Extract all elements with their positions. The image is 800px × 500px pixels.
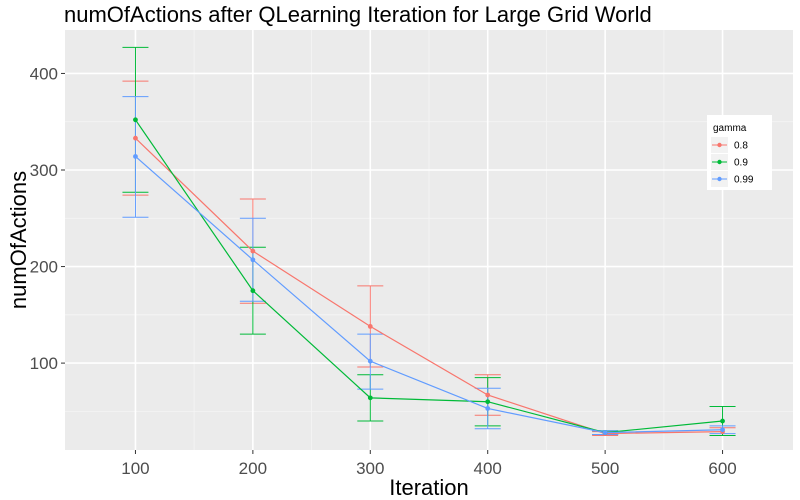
x-axis-title: Iteration [389,475,469,500]
series-lines [134,119,723,435]
data-point [485,406,491,411]
legend-label: 0.8 [734,141,748,152]
chart-title: numOfActions after QLearning Iteration f… [64,2,652,27]
legend-key-point [717,176,722,182]
data-point [250,257,256,263]
y-tick-label: 100 [30,354,58,373]
data-point [720,418,725,424]
legend-key-point [717,142,722,148]
x-tick-label: 400 [474,459,502,478]
series-points [133,117,725,436]
series-line [135,137,723,435]
legend-items: 0.8 0.9 0.99 [711,137,754,187]
x-tick-label: 200 [239,459,267,478]
data-point [485,399,491,405]
y-tick-label: 300 [30,161,58,180]
legend-key-point [717,159,722,165]
data-point [250,288,256,294]
legend-title: gamma [713,123,747,134]
data-point [367,324,373,329]
y-axis-title: numOfActions [6,171,31,309]
legend: gamma 0.8 0.9 0.99 [707,115,772,190]
data-point [133,117,138,123]
data-point [602,430,608,436]
x-tick-label: 100 [121,459,149,478]
data-point [367,395,373,401]
data-point [367,358,373,364]
x-tick-label: 500 [591,459,619,478]
legend-label: 0.99 [734,175,754,186]
grid-minor [65,30,793,450]
legend-label: 0.9 [734,158,748,169]
series-line [135,156,723,434]
series-line [134,119,723,434]
data-point [133,135,138,141]
y-axis-ticks: 100 200 300 400 [30,64,65,373]
data-point [133,154,138,159]
data-point [485,392,491,398]
y-tick-label: 400 [30,64,58,83]
x-axis-ticks: 100 200 300 400 500 600 [121,450,737,478]
data-point [720,427,725,433]
data-point [250,248,256,254]
x-tick-label: 600 [708,459,736,478]
y-tick-label: 200 [30,258,58,277]
x-tick-label: 300 [356,459,384,478]
